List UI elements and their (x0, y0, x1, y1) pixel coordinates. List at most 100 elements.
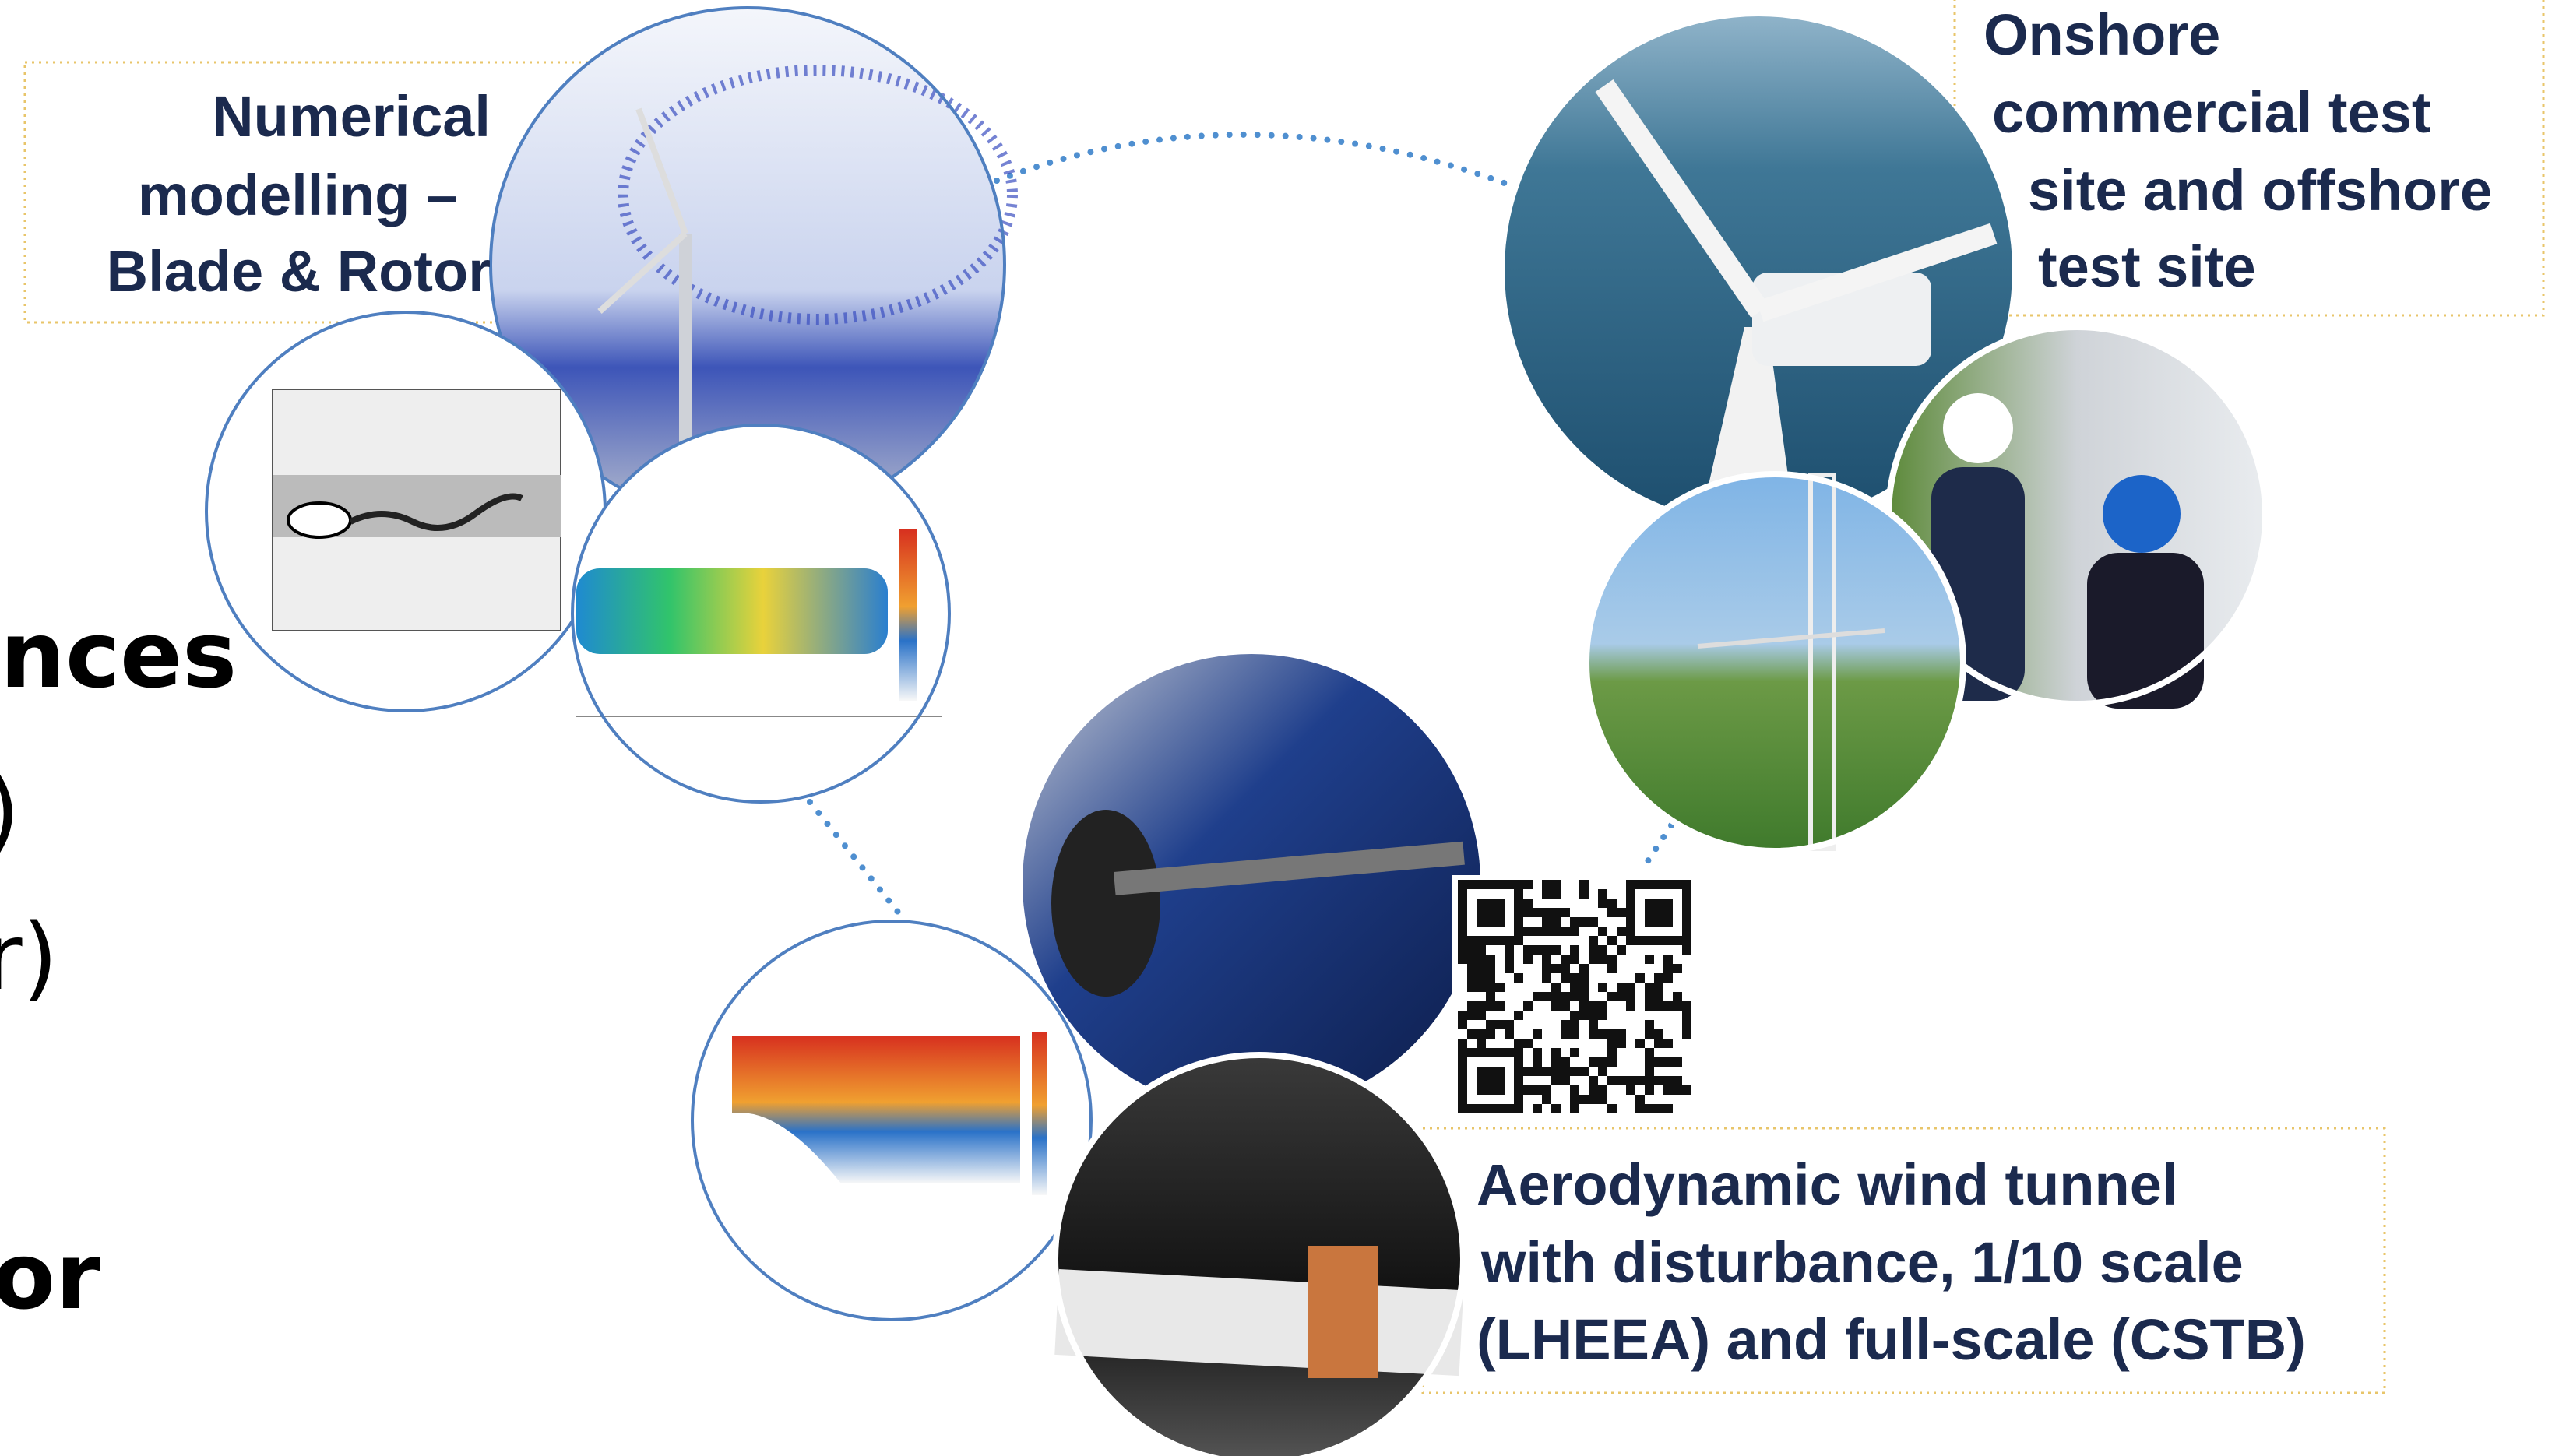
qr-module (1467, 1011, 1477, 1020)
qr-module (1645, 1048, 1654, 1057)
qr-module (1654, 1039, 1663, 1048)
qr-module (1589, 1057, 1598, 1067)
qr-module (1486, 1001, 1495, 1011)
qr-module (1598, 889, 1607, 899)
qr-module (1551, 983, 1561, 992)
qr-module (1505, 945, 1514, 955)
qr-module (1523, 1067, 1533, 1076)
qr-module (1579, 1067, 1589, 1076)
qr-module (1626, 1001, 1635, 1011)
qr-module (1486, 955, 1495, 964)
qr-module (1561, 964, 1570, 973)
qr-module (1626, 936, 1635, 945)
turbulence-image (571, 424, 951, 804)
qr-module (1458, 1076, 1467, 1085)
qr-module (1486, 1085, 1495, 1095)
qr-module (1467, 1001, 1477, 1011)
qr-module (1551, 1067, 1561, 1076)
qr-module (1561, 1057, 1570, 1067)
qr-module (1589, 1095, 1598, 1104)
qr-module (1598, 1067, 1607, 1076)
slide-text: nces (0, 601, 237, 709)
qr-module (1570, 955, 1579, 964)
qr-module (1654, 899, 1663, 908)
qr-module (1458, 1104, 1467, 1113)
qr-module (1505, 1029, 1514, 1039)
qr-module (1495, 1104, 1505, 1113)
qr-module (1477, 945, 1486, 955)
qr-module (1561, 1029, 1570, 1039)
qr-module (1626, 1085, 1635, 1095)
qr-module (1598, 1001, 1607, 1011)
qr-module (1542, 927, 1551, 936)
qr-module (1645, 955, 1654, 964)
qr-module (1598, 1085, 1607, 1095)
qr-module (1551, 1048, 1561, 1057)
qr-module (1673, 1001, 1682, 1011)
qr-module (1607, 1029, 1617, 1039)
qr-module (1477, 1085, 1486, 1095)
qr-module (1682, 927, 1691, 936)
qr-module (1458, 1011, 1467, 1020)
qr-module (1477, 936, 1486, 945)
qr-module (1495, 917, 1505, 927)
qr-module (1626, 927, 1635, 936)
qr-module (1673, 992, 1682, 1001)
qr-module (1458, 880, 1467, 889)
qr-module (1551, 880, 1561, 889)
qr-module (1617, 992, 1626, 1001)
qr-module (1673, 936, 1682, 945)
qr-module (1477, 1029, 1486, 1039)
qr-module (1551, 908, 1561, 917)
qr-module (1607, 1076, 1617, 1085)
qr-module (1495, 983, 1505, 992)
qr-module (1589, 917, 1598, 927)
qr-module (1542, 1095, 1551, 1104)
qr-module (1514, 1011, 1523, 1020)
qr-module (1477, 1104, 1486, 1113)
qr-module (1570, 917, 1579, 927)
qr-module (1570, 983, 1579, 992)
qr-module (1477, 983, 1486, 992)
qr-module (1645, 1085, 1654, 1095)
qr-module (1561, 955, 1570, 964)
qr-module (1486, 899, 1495, 908)
qr-module (1617, 927, 1626, 936)
label-line: modelling – (138, 163, 458, 227)
qr-module (1458, 899, 1467, 908)
qr-module (1654, 1029, 1663, 1039)
qr-module (1486, 917, 1495, 927)
qr-module (1682, 880, 1691, 889)
qr-module (1495, 908, 1505, 917)
qr-module (1467, 983, 1477, 992)
qr-module (1579, 1001, 1589, 1011)
qr-module (1458, 1085, 1467, 1095)
qr-module (1682, 917, 1691, 927)
qr-module (1645, 1057, 1654, 1067)
qr-module (1663, 1104, 1673, 1113)
qr-module (1458, 917, 1467, 927)
qr-module (1654, 973, 1663, 983)
qr-module (1645, 899, 1654, 908)
qr-module (1514, 1095, 1523, 1104)
qr-module (1542, 889, 1551, 899)
qr-module (1523, 955, 1533, 964)
qr-module (1579, 973, 1589, 983)
qr-module (1505, 955, 1514, 964)
mast-image (1583, 471, 1966, 854)
qr-module (1533, 1085, 1542, 1095)
qr-module (1514, 1039, 1523, 1048)
qr-code[interactable] (1452, 875, 1698, 1117)
qr-module (1486, 1029, 1495, 1039)
qr-module (1514, 889, 1523, 899)
label-line: test site (2038, 234, 2256, 299)
qr-module (1645, 908, 1654, 917)
qr-module (1579, 983, 1589, 992)
qr-module (1682, 945, 1691, 955)
qr-module (1607, 955, 1617, 964)
qr-module (1635, 1076, 1645, 1085)
qr-module (1607, 908, 1617, 917)
qr-module (1514, 973, 1523, 983)
qr-module (1542, 973, 1551, 983)
